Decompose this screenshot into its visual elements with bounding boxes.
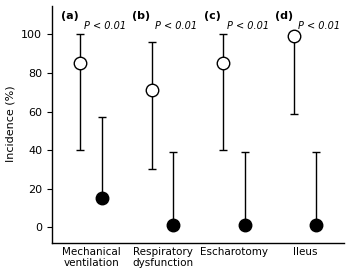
Text: P < 0.01: P < 0.01 <box>227 21 269 31</box>
Text: (b): (b) <box>133 11 150 21</box>
Text: P < 0.01: P < 0.01 <box>155 21 197 31</box>
Text: (a): (a) <box>61 11 79 21</box>
Text: (d): (d) <box>275 11 293 21</box>
Y-axis label: Incidence (%): Incidence (%) <box>6 86 15 162</box>
Text: P < 0.01: P < 0.01 <box>298 21 340 31</box>
Text: (c): (c) <box>204 11 221 21</box>
Text: P < 0.01: P < 0.01 <box>84 21 126 31</box>
